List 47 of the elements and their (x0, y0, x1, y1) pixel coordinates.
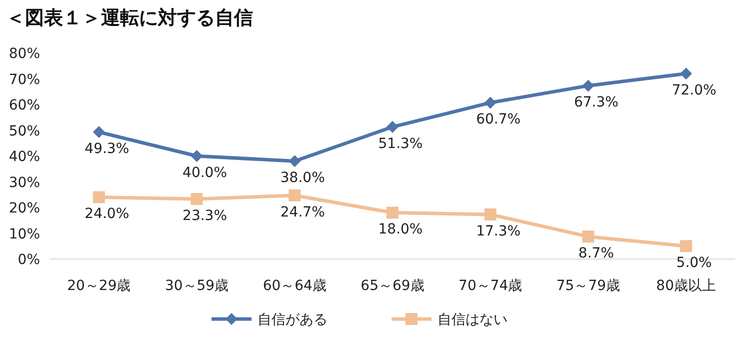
data-label: 49.3% (84, 141, 130, 158)
x-tick-label: 80歳以上 (656, 278, 716, 294)
data-label: 5.0% (676, 255, 712, 272)
x-tick-label: 75～79歳 (556, 278, 620, 294)
data-label: 8.7% (578, 246, 614, 262)
point (288, 155, 301, 168)
point (582, 80, 594, 92)
point (190, 150, 203, 162)
x-tick-label: 65～69歳 (360, 278, 424, 294)
y-tick-label: 60% (8, 98, 40, 114)
data-label: 51.3% (378, 136, 423, 152)
y-tick-label: 80% (8, 46, 40, 62)
data-label: 18.0% (378, 222, 423, 238)
data-label: 72.0% (672, 82, 716, 99)
point (92, 191, 105, 204)
data-label: 40.0% (182, 165, 228, 181)
point (288, 189, 301, 202)
point (582, 230, 594, 243)
data-label: 24.0% (84, 206, 130, 222)
y-tick-label: 70% (8, 72, 40, 88)
x-tick-label: 30～59歳 (164, 278, 229, 294)
y-tick-label: 20% (8, 200, 40, 216)
point (680, 240, 692, 252)
y-tick-label: 40% (8, 149, 40, 165)
chart-title: ＜図表１＞運転に対する自信 (6, 7, 253, 29)
y-tick-label: 10% (8, 226, 40, 242)
point (484, 96, 496, 109)
x-tick-label: 60～64歳 (262, 278, 326, 294)
data-label: 60.7% (476, 112, 521, 128)
point (386, 206, 398, 219)
point (680, 68, 692, 80)
data-label: 23.3% (182, 208, 228, 224)
legend-label: 自信がある (258, 312, 328, 328)
x-tick-label: 70～74歳 (458, 278, 522, 294)
data-label: 67.3% (574, 94, 618, 111)
y-tick-label: 30% (8, 174, 40, 191)
data-label: 17.3% (476, 223, 521, 240)
point (386, 120, 398, 133)
data-label: 24.7% (280, 204, 325, 220)
legend-label: 自信はない (438, 312, 508, 328)
data-label: 38.0% (280, 170, 325, 186)
point (190, 193, 203, 206)
point (484, 208, 496, 220)
point (92, 126, 105, 138)
x-tick-label: 20～29歳 (67, 278, 131, 294)
y-tick-label: 50% (8, 123, 40, 140)
y-tick-label: 0% (18, 252, 40, 268)
